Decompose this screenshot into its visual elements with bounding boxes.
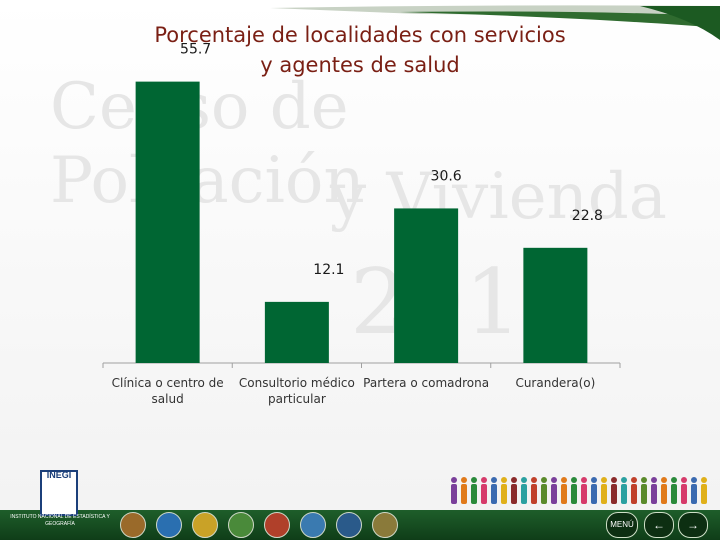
person-figure-head [501, 477, 507, 483]
category-label: Clínica o centro de [112, 376, 224, 390]
person-figure-head [671, 477, 677, 483]
person-figure-body [671, 484, 677, 504]
person-figure-body [451, 484, 457, 504]
person-figure-body [501, 484, 507, 504]
family-icon[interactable] [300, 512, 326, 538]
person-figure-body [631, 484, 637, 504]
category-label: particular [268, 392, 326, 406]
person-figure-body [551, 484, 557, 504]
economy-icon[interactable] [192, 512, 218, 538]
bar [523, 247, 588, 363]
person-figure-head [471, 477, 477, 483]
housing-icon[interactable] [264, 512, 290, 538]
person-figure-head [581, 477, 587, 483]
person-figure-head [691, 477, 697, 483]
person-figure-head [631, 477, 637, 483]
person-figure-head [681, 477, 687, 483]
person-figure-body [521, 484, 527, 504]
category-label: salud [152, 392, 184, 406]
person-figure-head [561, 477, 567, 483]
person-figure-head [481, 477, 487, 483]
category-label: Partera o comadrona [363, 376, 489, 390]
bar [394, 208, 459, 363]
people-row-icon [451, 477, 707, 504]
data-label: 12.1 [313, 262, 344, 278]
category-label: Curandera(o) [515, 376, 595, 390]
person-figure-head [491, 477, 497, 483]
person-figure-body [601, 484, 607, 504]
person-figure-head [551, 477, 557, 483]
person-figure-head [531, 477, 537, 483]
person-figure-body [511, 484, 517, 504]
top-swoosh [270, 5, 720, 40]
person-figure-head [611, 477, 617, 483]
person-figure-body [621, 484, 627, 504]
person-figure-body [531, 484, 537, 504]
person-figure-body [681, 484, 687, 504]
person-figure-body [641, 484, 647, 504]
person-figure-body [491, 484, 497, 504]
chart-title-line2: y agentes de salud [260, 53, 460, 77]
person-figure-body [611, 484, 617, 504]
documents-icon[interactable] [372, 512, 398, 538]
person-figure-head [451, 477, 457, 483]
bar [135, 81, 200, 364]
person-figure-body [561, 484, 567, 504]
category-label: Consultorio médico [239, 376, 355, 390]
person-figure-body [701, 484, 707, 504]
person-figure-head [701, 477, 707, 483]
population-icon[interactable] [120, 512, 146, 538]
person-figure-body [691, 484, 697, 504]
menu-button[interactable]: MENÚ [606, 512, 638, 538]
person-figure-head [461, 477, 467, 483]
person-figure-body [661, 484, 667, 504]
person-figure-body [581, 484, 587, 504]
next-button[interactable]: → [678, 512, 708, 538]
health-icon[interactable] [228, 512, 254, 538]
person-figure-body [651, 484, 657, 504]
person-figure-head [621, 477, 627, 483]
person-figure-head [661, 477, 667, 483]
data-label: 30.6 [431, 168, 462, 184]
person-figure-head [541, 477, 547, 483]
person-figure-body [461, 484, 467, 504]
map-icon[interactable] [336, 512, 362, 538]
person-figure-head [511, 477, 517, 483]
bar [264, 301, 329, 363]
previous-button[interactable]: ← [644, 512, 674, 538]
data-label: 22.8 [572, 208, 603, 224]
chart-title-line1: Porcentaje de localidades con servicios [154, 23, 566, 47]
education-icon[interactable] [156, 512, 182, 538]
person-figure-head [571, 477, 577, 483]
person-figure-head [591, 477, 597, 483]
person-figure-body [591, 484, 597, 504]
institution-name: INSTITUTO NACIONAL DE ESTADÍSTICA Y GEOG… [10, 514, 110, 527]
footer: INEGI INSTITUTO NACIONAL DE ESTADÍSTICA … [0, 458, 720, 540]
bar-chart: 55.7 Clínica o centro de salud 12.1 Consulto… [102, 42, 621, 406]
person-figure-body [481, 484, 487, 504]
chart-title: Porcentaje de localidades con servicios … [80, 20, 640, 80]
person-figure-head [601, 477, 607, 483]
data-label: 55.7 [180, 42, 211, 58]
person-figure-body [571, 484, 577, 504]
person-figure-body [471, 484, 477, 504]
person-figure-head [641, 477, 647, 483]
person-figure-head [651, 477, 657, 483]
inegi-logo-icon [40, 470, 78, 516]
person-figure-head [521, 477, 527, 483]
person-figure-body [541, 484, 547, 504]
inegi-logo-text: INEGI [46, 470, 72, 480]
